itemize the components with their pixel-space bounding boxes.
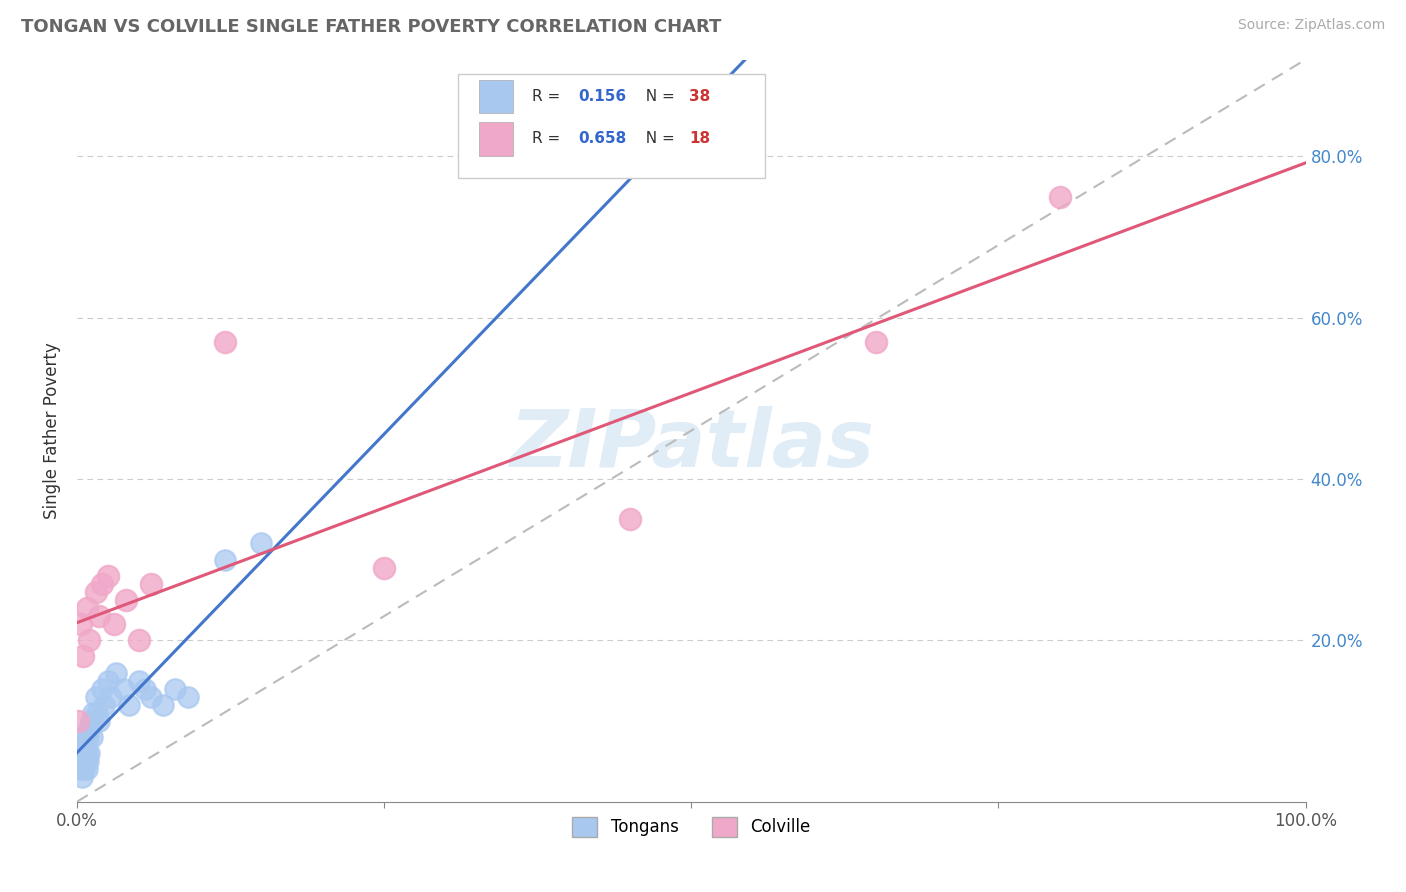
Point [250, 536, 273, 550]
Text: N =: N = [636, 131, 679, 146]
Point [79, 633, 101, 648]
Text: 18: 18 [689, 131, 710, 146]
Point [152, 698, 174, 712]
Text: TONGAN VS COLVILLE SINGLE FATHER POVERTY CORRELATION CHART: TONGAN VS COLVILLE SINGLE FATHER POVERTY… [21, 18, 721, 36]
Point [73, 762, 96, 776]
Point [70, 771, 93, 785]
Point [72, 730, 94, 744]
Point [176, 690, 198, 704]
Point [373, 560, 395, 574]
Point [67, 714, 90, 728]
Text: 0.156: 0.156 [578, 89, 627, 104]
FancyBboxPatch shape [458, 74, 765, 178]
Point [72, 649, 94, 664]
Point [69, 762, 91, 776]
Point [73, 746, 96, 760]
Point [1049, 190, 1071, 204]
Point [128, 673, 150, 688]
Point [165, 681, 187, 696]
Text: ZIPatlas: ZIPatlas [509, 407, 873, 484]
Point [112, 681, 135, 696]
Point [69, 746, 91, 760]
Point [84, 690, 107, 704]
Text: R =: R = [531, 131, 565, 146]
Text: R =: R = [531, 89, 565, 104]
Point [97, 568, 120, 582]
Point [72, 754, 94, 768]
Text: Source: ZipAtlas.com: Source: ZipAtlas.com [1237, 18, 1385, 32]
Point [79, 746, 101, 760]
Point [115, 593, 138, 607]
Legend: Tongans, Colville: Tongans, Colville [564, 808, 818, 846]
Text: 38: 38 [689, 89, 710, 104]
Point [76, 746, 98, 760]
Y-axis label: Single Father Poverty: Single Father Poverty [44, 343, 60, 519]
Bar [479, 122, 513, 156]
Point [75, 754, 97, 768]
Point [214, 334, 236, 349]
Point [67, 754, 90, 768]
Point [70, 738, 93, 752]
Point [90, 681, 112, 696]
Point [86, 706, 108, 720]
Point [89, 714, 111, 728]
Point [97, 673, 120, 688]
Point [69, 617, 91, 632]
Point [619, 512, 641, 526]
Bar [479, 80, 513, 113]
Point [105, 665, 128, 680]
Point [77, 730, 100, 744]
Point [118, 698, 141, 712]
Point [84, 585, 107, 599]
Point [76, 762, 98, 776]
Point [103, 617, 125, 632]
Point [865, 334, 887, 349]
Point [90, 577, 112, 591]
Point [128, 633, 150, 648]
Text: 0.658: 0.658 [578, 131, 627, 146]
Point [77, 754, 100, 768]
Point [79, 714, 101, 728]
Point [100, 690, 122, 704]
Point [80, 730, 103, 744]
Point [214, 552, 236, 566]
Point [76, 601, 98, 615]
Point [139, 577, 162, 591]
Point [139, 690, 162, 704]
Point [79, 722, 101, 736]
Point [93, 698, 115, 712]
Point [82, 706, 104, 720]
Point [75, 738, 97, 752]
Point [89, 609, 111, 624]
Text: N =: N = [636, 89, 679, 104]
Point [134, 681, 156, 696]
